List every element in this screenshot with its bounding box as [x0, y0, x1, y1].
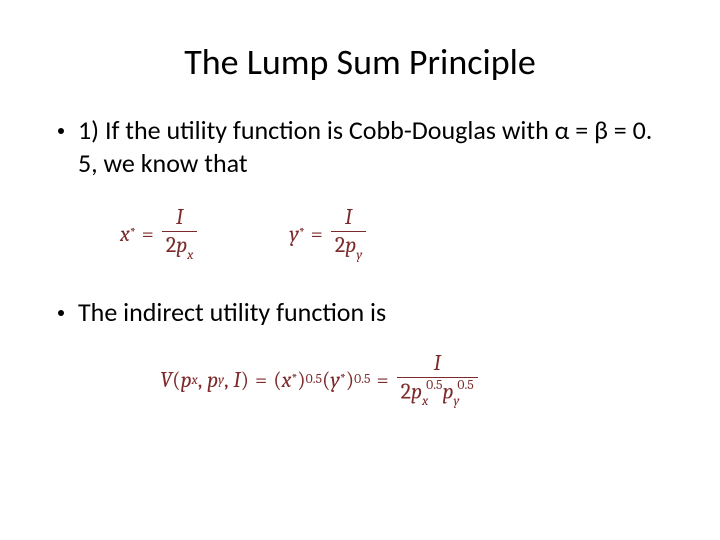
equation-indirect-utility: V(px, py, I) = (x*)0.5(y*)0.5 = I 2px0.5… — [160, 351, 480, 409]
fraction: I 2px0.5py0.5 — [397, 351, 478, 409]
equals: = — [376, 367, 388, 393]
slide: The Lump Sum Principle 1) If the utility… — [0, 0, 720, 540]
bullet-1-text: 1) If the utility function is Cobb-Dougl… — [78, 114, 670, 179]
coeff: 2 — [335, 232, 345, 258]
bullet-dot-icon — [58, 310, 64, 316]
star: * — [291, 372, 297, 387]
var-py: p — [443, 378, 454, 404]
bullet-dot-icon — [58, 128, 64, 134]
exp: 0.5 — [354, 372, 370, 387]
comma: , — [198, 367, 203, 393]
var-I: I — [233, 367, 240, 393]
paren-open: ( — [273, 367, 281, 393]
fraction: I 2px — [162, 205, 198, 262]
sub-y: y — [454, 394, 460, 409]
var-p: p — [176, 232, 187, 258]
var-p: p — [345, 232, 356, 258]
var-px: p — [181, 367, 192, 393]
paren-open: ( — [322, 367, 330, 393]
paren-close: ) — [346, 367, 354, 393]
equation-row-2: V(px, py, I) = (x*)0.5(y*)0.5 = I 2px0.5… — [160, 351, 670, 409]
denom: 2px — [162, 233, 198, 262]
sub-y: y — [218, 373, 224, 388]
denom: 2px0.5py0.5 — [397, 379, 478, 408]
comma: , — [224, 367, 229, 393]
numer: I — [341, 205, 356, 230]
equation-row-1: x* = I 2px y* = I 2py — [120, 205, 670, 262]
var-y: y — [330, 367, 339, 393]
star: * — [299, 226, 305, 241]
numer: I — [430, 351, 445, 376]
exp: 0.5 — [426, 378, 442, 393]
equation-ystar: y* = I 2py — [289, 205, 368, 262]
fraction: I 2py — [331, 205, 366, 262]
numer: I — [172, 205, 187, 230]
paren-close: ) — [241, 367, 249, 393]
var-x: x — [120, 221, 130, 247]
var-py: p — [207, 367, 218, 393]
paren-close: ) — [297, 367, 305, 393]
sub-x: x — [422, 394, 428, 409]
exp: 0.5 — [457, 378, 473, 393]
equals: = — [311, 221, 323, 247]
sub-y: y — [356, 248, 362, 263]
star: * — [130, 226, 136, 241]
denom: 2py — [331, 233, 366, 262]
sub-x: x — [192, 373, 198, 388]
equals: = — [255, 367, 267, 393]
equation-xstar: x* = I 2px — [120, 205, 199, 262]
coeff: 2 — [401, 378, 411, 404]
paren-open: ( — [172, 367, 180, 393]
bullet-2: The indirect utility function is — [50, 296, 670, 329]
equals: = — [142, 221, 154, 247]
star: * — [340, 372, 346, 387]
coeff: 2 — [166, 232, 176, 258]
bullet-2-text: The indirect utility function is — [78, 296, 670, 329]
slide-title: The Lump Sum Principle — [50, 40, 670, 84]
var-x: x — [282, 367, 292, 393]
exp: 0.5 — [306, 372, 322, 387]
bullet-1: 1) If the utility function is Cobb-Dougl… — [50, 114, 670, 179]
var-y: y — [289, 221, 298, 247]
var-V: V — [160, 367, 172, 393]
sub-x: x — [187, 248, 193, 263]
var-px: p — [411, 378, 422, 404]
